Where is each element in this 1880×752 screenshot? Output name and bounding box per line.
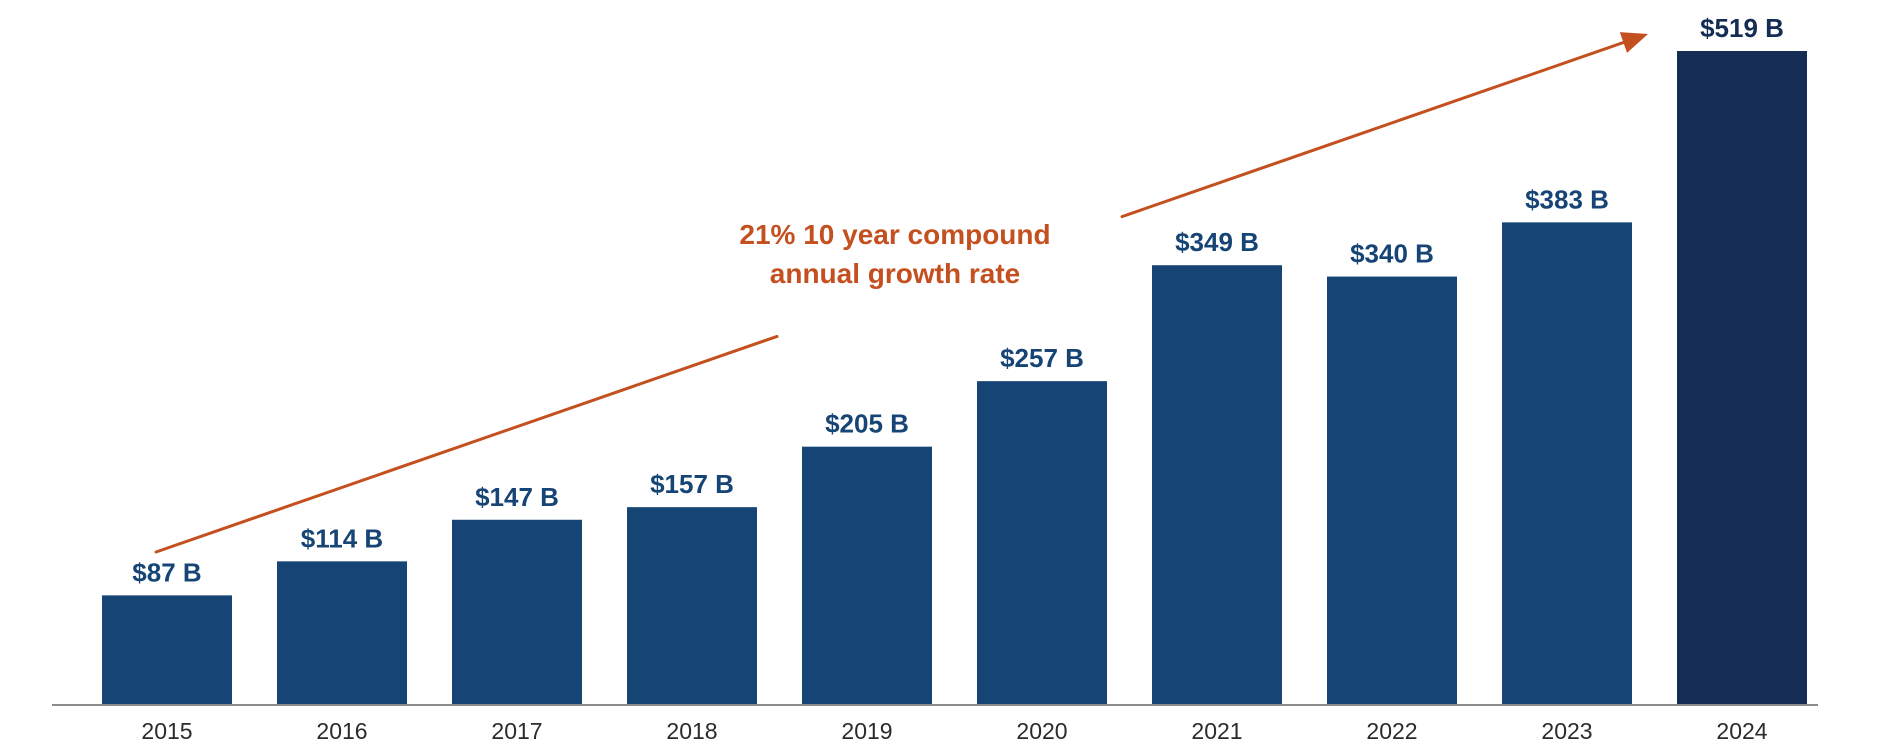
growth-arrow bbox=[154, 32, 1648, 554]
bar-2020 bbox=[977, 381, 1107, 705]
value-label-2015: $87 B bbox=[132, 557, 201, 587]
bar-2018 bbox=[627, 507, 757, 705]
x-tick-label-2016: 2016 bbox=[316, 718, 367, 744]
growth-arrow-upper-segment bbox=[1120, 35, 1640, 219]
value-label-2017: $147 B bbox=[475, 482, 559, 512]
bars-group bbox=[102, 51, 1807, 705]
value-label-2023: $383 B bbox=[1525, 184, 1609, 214]
value-label-2021: $349 B bbox=[1175, 227, 1259, 257]
bar-2017 bbox=[452, 519, 582, 705]
bar-2022 bbox=[1327, 276, 1457, 705]
growth-arrow-head bbox=[1619, 32, 1648, 53]
bar-2015 bbox=[102, 595, 232, 705]
cagr-annotation-line-1: 21% 10 year compound bbox=[739, 219, 1050, 250]
x-tick-label-2017: 2017 bbox=[491, 718, 542, 744]
x-tick-labels-group: 2015 2016 2017 2018 2019 2020 2021 2022 2023 2024 bbox=[141, 718, 1767, 744]
value-label-2022: $340 B bbox=[1350, 239, 1434, 269]
bar-2016 bbox=[277, 561, 407, 705]
bar-2023 bbox=[1502, 222, 1632, 705]
value-label-2018: $157 B bbox=[650, 469, 734, 499]
bar-2021 bbox=[1152, 265, 1282, 705]
x-tick-label-2018: 2018 bbox=[666, 718, 717, 744]
x-tick-label-2021: 2021 bbox=[1191, 718, 1242, 744]
growth-arrow-lower-segment bbox=[154, 334, 779, 554]
value-label-2024: $519 B bbox=[1700, 13, 1784, 43]
cagr-annotation-line-2: annual growth rate bbox=[770, 258, 1020, 289]
x-tick-label-2023: 2023 bbox=[1541, 718, 1592, 744]
bar-2019 bbox=[802, 446, 932, 705]
x-tick-label-2015: 2015 bbox=[141, 718, 192, 744]
value-labels-group: $87 B $114 B $147 B $157 B $205 B $257 B $349 … bbox=[132, 13, 1784, 587]
x-tick-label-2022: 2022 bbox=[1366, 718, 1417, 744]
value-label-2020: $257 B bbox=[1000, 343, 1084, 373]
value-label-2016: $114 B bbox=[301, 523, 383, 553]
x-tick-label-2020: 2020 bbox=[1016, 718, 1067, 744]
bar-2024 bbox=[1677, 51, 1807, 705]
x-tick-label-2019: 2019 bbox=[841, 718, 892, 744]
x-tick-label-2024: 2024 bbox=[1716, 718, 1767, 744]
value-label-2019: $205 B bbox=[825, 409, 909, 439]
